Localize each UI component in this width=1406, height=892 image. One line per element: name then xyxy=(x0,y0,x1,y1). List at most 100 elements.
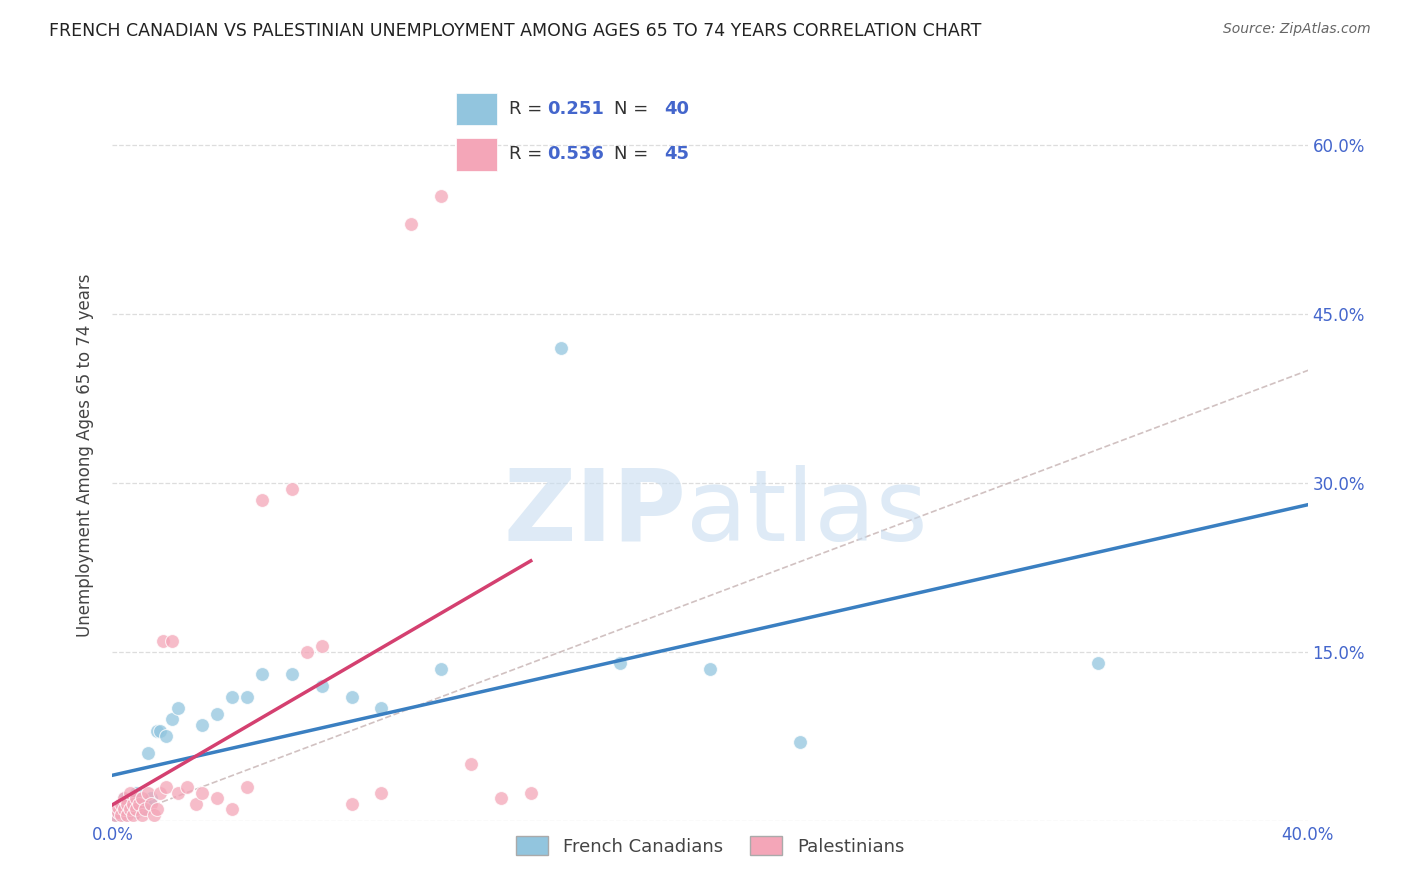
Point xyxy=(155,780,177,794)
Point xyxy=(122,797,145,811)
Point xyxy=(131,808,153,822)
Y-axis label: Unemployment Among Ages 65 to 74 years: Unemployment Among Ages 65 to 74 years xyxy=(76,273,94,637)
Point xyxy=(295,645,318,659)
Point xyxy=(149,723,172,738)
Point xyxy=(401,217,423,231)
Point xyxy=(114,808,135,822)
Point xyxy=(191,785,214,799)
Point xyxy=(117,808,139,822)
Point xyxy=(131,802,153,816)
Point xyxy=(141,797,163,811)
Point xyxy=(114,802,135,816)
Point xyxy=(550,341,572,355)
Point xyxy=(155,729,177,743)
Point xyxy=(609,656,631,670)
Point xyxy=(134,797,156,811)
Point xyxy=(340,797,363,811)
Point xyxy=(120,793,142,807)
FancyBboxPatch shape xyxy=(456,137,496,170)
Point xyxy=(149,785,172,799)
Point xyxy=(138,785,160,799)
Point xyxy=(141,791,163,805)
Point xyxy=(430,189,453,203)
Text: N =: N = xyxy=(614,100,654,118)
Point xyxy=(110,802,132,816)
Point xyxy=(104,808,127,822)
Point xyxy=(120,802,142,816)
Text: atlas: atlas xyxy=(686,465,928,562)
Point xyxy=(128,800,150,814)
Point xyxy=(167,785,190,799)
Point xyxy=(117,805,139,819)
Text: 40: 40 xyxy=(665,100,689,118)
Point xyxy=(122,802,145,816)
Legend: French Canadians, Palestinians: French Canadians, Palestinians xyxy=(509,829,911,863)
Point xyxy=(120,800,142,814)
Text: R =: R = xyxy=(509,145,548,163)
Point xyxy=(125,805,148,819)
Point xyxy=(104,808,127,822)
Point xyxy=(460,757,482,772)
Text: Source: ZipAtlas.com: Source: ZipAtlas.com xyxy=(1223,22,1371,37)
Point xyxy=(221,802,243,816)
Point xyxy=(1087,656,1109,670)
Point xyxy=(236,780,259,794)
Point xyxy=(311,639,333,653)
Point xyxy=(122,791,145,805)
Point xyxy=(122,808,145,822)
Point xyxy=(107,800,129,814)
Text: R =: R = xyxy=(509,100,548,118)
Point xyxy=(143,808,166,822)
Point xyxy=(134,802,156,816)
Point xyxy=(125,785,148,799)
Text: FRENCH CANADIAN VS PALESTINIAN UNEMPLOYMENT AMONG AGES 65 TO 74 YEARS CORRELATIO: FRENCH CANADIAN VS PALESTINIAN UNEMPLOYM… xyxy=(49,22,981,40)
Point xyxy=(340,690,363,704)
Point xyxy=(110,808,132,822)
Text: ZIP: ZIP xyxy=(503,465,686,562)
Point xyxy=(125,802,148,816)
Point xyxy=(281,667,304,681)
Point xyxy=(128,797,150,811)
Point xyxy=(191,718,214,732)
Point xyxy=(125,791,148,805)
Point xyxy=(205,791,228,805)
Point xyxy=(520,785,543,799)
Point xyxy=(311,679,333,693)
Text: 0.536: 0.536 xyxy=(547,145,605,163)
Point xyxy=(205,706,228,721)
Point xyxy=(370,785,392,799)
Point xyxy=(117,802,139,816)
Point xyxy=(430,662,453,676)
Point xyxy=(114,791,135,805)
Point xyxy=(146,723,169,738)
Point xyxy=(162,633,183,648)
Point xyxy=(221,690,243,704)
Point xyxy=(120,785,142,799)
Point xyxy=(107,805,129,819)
Point xyxy=(281,482,304,496)
Point xyxy=(250,667,273,681)
Point xyxy=(131,791,153,805)
Point xyxy=(117,797,139,811)
Point xyxy=(250,492,273,507)
Point xyxy=(162,712,183,726)
Point xyxy=(699,662,721,676)
FancyBboxPatch shape xyxy=(456,93,496,126)
Point xyxy=(789,735,811,749)
Point xyxy=(114,791,135,805)
Point xyxy=(167,701,190,715)
Point xyxy=(489,791,512,805)
Text: N =: N = xyxy=(614,145,654,163)
Point xyxy=(236,690,259,704)
Point xyxy=(146,802,169,816)
Point xyxy=(110,797,132,811)
Point xyxy=(176,780,198,794)
Point xyxy=(152,633,174,648)
Point xyxy=(107,805,129,819)
Point xyxy=(138,746,160,760)
Text: 0.251: 0.251 xyxy=(547,100,605,118)
Text: 45: 45 xyxy=(665,145,689,163)
Point xyxy=(370,701,392,715)
Point xyxy=(110,797,132,811)
Point xyxy=(117,797,139,811)
